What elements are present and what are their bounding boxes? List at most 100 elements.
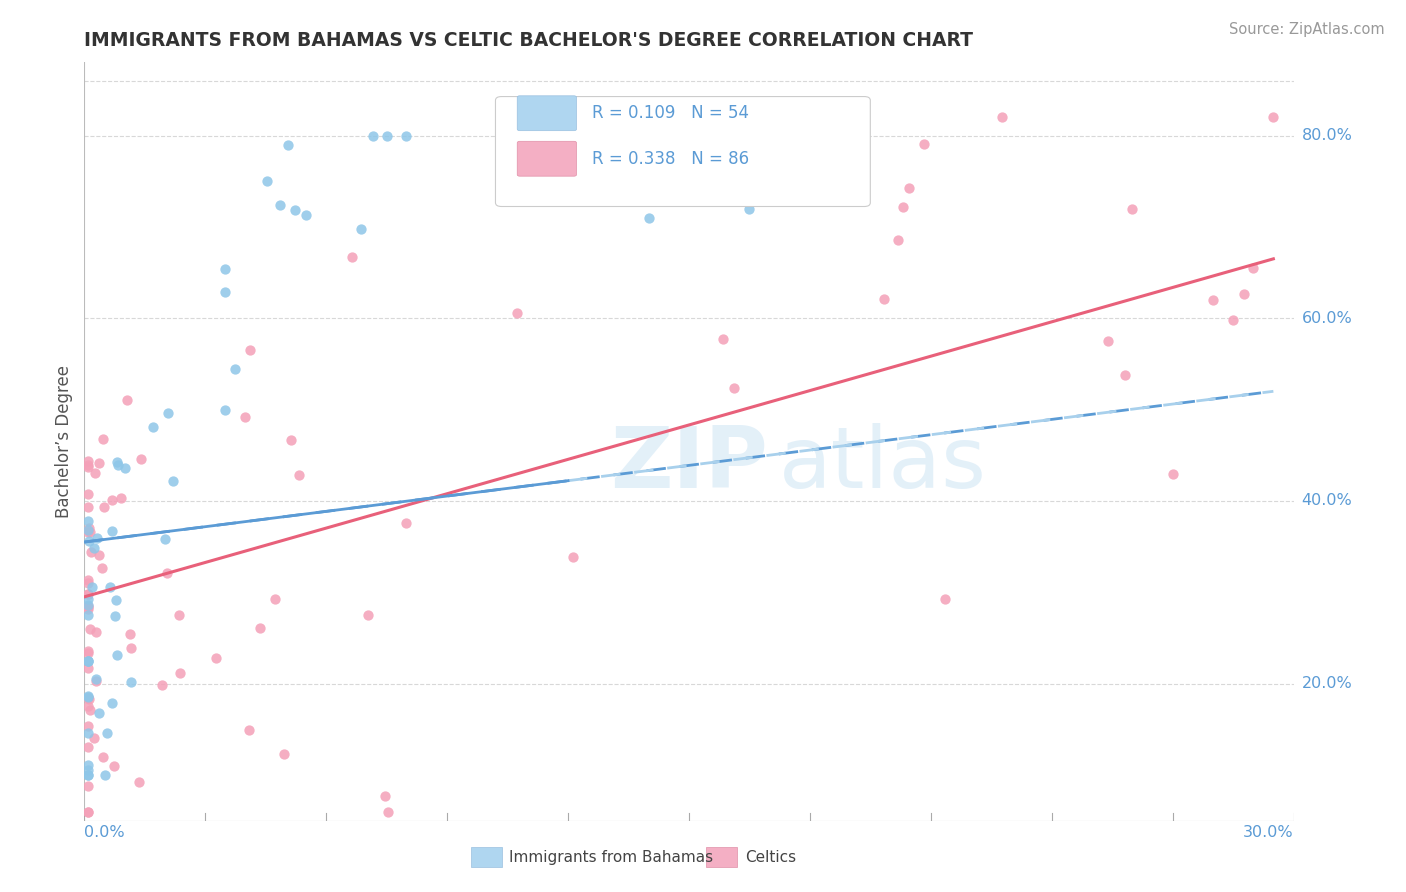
Point bbox=[238, 723, 260, 737]
Point bbox=[1233, 287, 1256, 301]
Bar bbox=[706, 847, 737, 867]
Point bbox=[169, 666, 191, 681]
Text: 20.0%: 20.0% bbox=[1302, 676, 1353, 691]
Point bbox=[1114, 368, 1136, 382]
Point bbox=[224, 362, 246, 376]
Point bbox=[129, 451, 152, 466]
Point bbox=[991, 110, 1014, 124]
Bar bbox=[471, 847, 502, 867]
Point bbox=[156, 406, 179, 420]
Point bbox=[561, 549, 583, 564]
Point bbox=[156, 566, 179, 580]
Text: Source: ZipAtlas.com: Source: ZipAtlas.com bbox=[1229, 22, 1385, 37]
Point bbox=[887, 233, 910, 247]
Point bbox=[77, 500, 100, 515]
Point bbox=[103, 759, 125, 773]
Point bbox=[77, 654, 100, 668]
Point bbox=[91, 432, 114, 446]
Point bbox=[90, 561, 112, 575]
Point bbox=[77, 454, 100, 468]
Point bbox=[288, 468, 311, 483]
Point bbox=[395, 128, 418, 143]
Point bbox=[1241, 260, 1264, 275]
Point bbox=[277, 138, 299, 153]
Point bbox=[1121, 202, 1143, 216]
Point bbox=[84, 672, 107, 686]
Point bbox=[723, 381, 745, 395]
Point bbox=[153, 532, 176, 546]
Point bbox=[120, 674, 142, 689]
Point bbox=[98, 580, 121, 594]
Text: atlas: atlas bbox=[779, 423, 987, 506]
Point bbox=[375, 128, 398, 143]
Point bbox=[96, 726, 118, 740]
Point bbox=[256, 174, 278, 188]
Point bbox=[637, 128, 659, 143]
Point bbox=[249, 621, 271, 635]
Point bbox=[77, 779, 100, 793]
Point bbox=[77, 646, 100, 660]
Point bbox=[77, 521, 100, 535]
Point bbox=[77, 599, 100, 614]
Point bbox=[79, 622, 101, 636]
Point bbox=[77, 739, 100, 754]
Point bbox=[77, 660, 100, 674]
Point bbox=[101, 696, 124, 710]
Point bbox=[1263, 110, 1285, 124]
Point bbox=[87, 706, 110, 721]
Point bbox=[93, 500, 115, 514]
Point bbox=[891, 200, 914, 214]
Point bbox=[873, 292, 896, 306]
Point bbox=[77, 689, 100, 703]
Point bbox=[79, 545, 101, 559]
Point bbox=[104, 592, 127, 607]
Point bbox=[105, 455, 128, 469]
Point bbox=[87, 456, 110, 470]
Point bbox=[77, 598, 100, 612]
Point bbox=[738, 128, 761, 143]
Point bbox=[214, 403, 236, 417]
Point bbox=[506, 306, 529, 320]
Point bbox=[83, 731, 105, 745]
Point bbox=[101, 493, 124, 508]
Point bbox=[280, 433, 302, 447]
Point bbox=[77, 690, 100, 704]
Point bbox=[1222, 313, 1244, 327]
Point bbox=[295, 208, 318, 222]
Point bbox=[77, 768, 100, 782]
Point bbox=[77, 691, 100, 706]
Point bbox=[205, 650, 228, 665]
FancyBboxPatch shape bbox=[495, 96, 870, 207]
Point bbox=[77, 602, 100, 616]
Point bbox=[105, 648, 128, 662]
Point bbox=[167, 608, 190, 623]
FancyBboxPatch shape bbox=[517, 141, 576, 177]
Point bbox=[1161, 467, 1184, 482]
Point bbox=[83, 541, 105, 555]
Point bbox=[77, 587, 100, 601]
Point bbox=[100, 524, 122, 538]
Point bbox=[77, 575, 100, 590]
Point bbox=[142, 420, 165, 434]
Point bbox=[162, 475, 184, 489]
Text: 0.0%: 0.0% bbox=[84, 825, 125, 840]
Point bbox=[77, 514, 100, 528]
Point bbox=[103, 609, 125, 624]
Point bbox=[84, 625, 107, 640]
Point bbox=[263, 592, 285, 607]
Point bbox=[214, 285, 236, 299]
Point bbox=[273, 747, 295, 762]
Point bbox=[77, 805, 100, 819]
Point bbox=[269, 198, 291, 212]
Point bbox=[1202, 293, 1225, 307]
Point bbox=[118, 626, 141, 640]
Point bbox=[897, 181, 920, 195]
Point bbox=[77, 523, 100, 537]
Point bbox=[94, 768, 117, 782]
Point bbox=[233, 409, 256, 424]
Point bbox=[374, 789, 396, 804]
Point bbox=[114, 461, 136, 475]
Point bbox=[77, 719, 100, 733]
Point bbox=[77, 758, 100, 772]
Point bbox=[284, 202, 307, 217]
